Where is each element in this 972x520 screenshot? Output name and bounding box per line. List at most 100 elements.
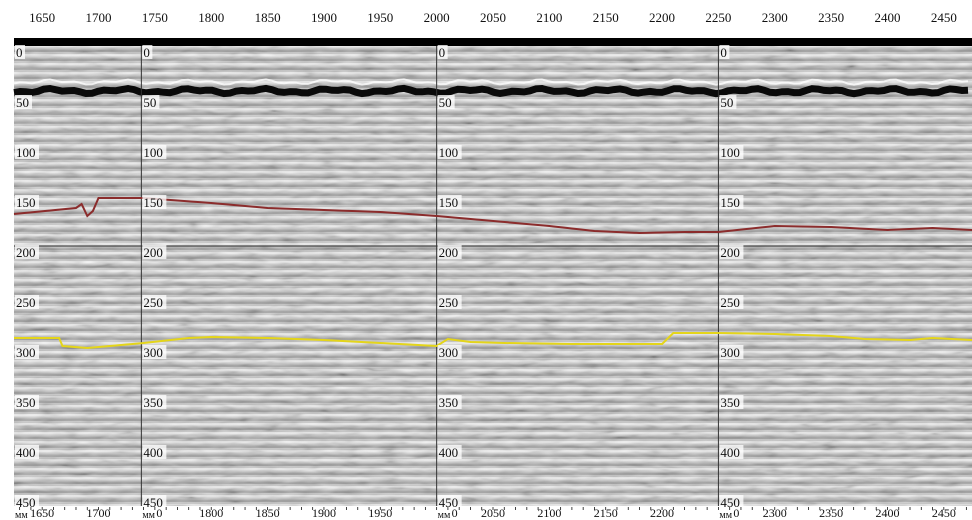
surface-halo [13,78,969,86]
interface-layers [13,197,972,350]
bottom-axis-tick-label: 1800 [199,506,223,520]
depth-label-bg [15,345,39,359]
bottom-unit-label: мм [15,510,28,520]
depth-label-bg [719,95,737,109]
depth-label: 300 [720,345,740,360]
depth-label-bg [437,245,462,259]
depth-label: 100 [143,145,163,160]
depth-label: 150 [143,195,163,210]
depth-label-bg [142,495,167,509]
depth-label: 250 [720,295,740,310]
depth-label: 50 [16,95,29,110]
top-axis-tick-label: 2050 [480,10,506,25]
depth-label-bg [15,445,39,459]
depth-label: 400 [143,445,163,460]
depth-label-bg [437,445,462,459]
bottom-axis-tick-label: 2100 [537,506,561,520]
depth-label: 300 [16,345,36,360]
depth-label: 50 [143,95,156,110]
bottom-axis-tick-label: 1850 [256,506,280,520]
bottom-axis-tick-label: 0 [452,506,458,520]
depth-label: 200 [720,245,740,260]
bottom-axis-tick-label: 0 [156,506,162,520]
top-axis-tick-label: 2450 [931,10,957,25]
depth-label: 50 [439,95,452,110]
depth-label-bg [142,345,167,359]
depth-label-bg [719,495,744,509]
depth-label-bg [142,245,167,259]
depth-label: 0 [720,45,727,60]
depth-label-bg [15,245,39,259]
depth-label: 100 [720,145,740,160]
depth-label: 450 [439,495,459,510]
bottom-axis-tick-label: 2450 [932,506,956,520]
depth-label: 200 [143,245,163,260]
bottom-unit-label: мм [142,510,155,520]
depth-label-bg [142,195,167,209]
depth-label: 250 [16,295,36,310]
radar-texture [14,46,972,506]
depth-label-bg [15,195,39,209]
depth-label-bg [142,45,153,59]
bottom-axis-tick-label: 1650 [30,506,54,520]
bottom-axis-tick-label: 2150 [594,506,618,520]
surface-reflection [13,84,969,98]
depth-label: 150 [439,195,459,210]
depth-label: 400 [16,445,36,460]
depth-label-bg [437,295,462,309]
depth-label: 200 [16,245,36,260]
bottom-axis-tick-label: 2050 [481,506,505,520]
bottom-axis-tick-label: 1950 [368,506,392,520]
depth-label-bg [719,145,744,159]
depth-label: 0 [16,45,23,60]
depth-label-bg [15,295,39,309]
bottom-axis-tick-label: 2300 [763,506,787,520]
depth-label: 450 [16,495,36,510]
depth-label-bg [142,145,167,159]
top-axis-tick-label: 2100 [536,10,562,25]
depth-label: 200 [439,245,459,260]
bottom-unit-label: мм [438,510,451,520]
bottom-axis-tick-label: 1700 [87,506,111,520]
depth-label-bg [15,495,39,509]
depth-label: 150 [720,195,740,210]
depth-label: 100 [439,145,459,160]
depth-label: 0 [143,45,150,60]
brown-interface-line [13,197,972,235]
depth-label: 50 [720,95,733,110]
top-axis-tick-label: 2300 [762,10,788,25]
depth-label: 0 [439,45,446,60]
depth-label-bg [437,495,462,509]
depth-label: 450 [143,495,163,510]
depth-label: 400 [439,445,459,460]
top-axis-tick-label: 1800 [198,10,224,25]
depth-label-bg [719,445,744,459]
bottom-axis-tick-label: 2350 [819,506,843,520]
depth-label-bg [142,395,167,409]
panel-dividers [140,46,719,506]
depth-label: 100 [16,145,36,160]
top-axis-tick-label: 1850 [255,10,281,25]
depth-label: 300 [143,345,163,360]
depth-label-bg [437,95,455,109]
depth-scale-labels: 0 50 100 150 200 250 300 350 400 450 0 50 100 150 200 2… [15,45,744,510]
top-scale-bar [14,38,972,46]
depth-label: 250 [143,295,163,310]
depth-label-bg [15,395,39,409]
depth-label-bg [15,45,25,59]
depth-label: 400 [720,445,740,460]
bottom-axis-tick-label: 0 [733,506,739,520]
depth-label: 350 [143,395,163,410]
depth-label-bg [142,95,160,109]
top-axis-tick-label: 2250 [705,10,731,25]
depth-label: 250 [439,295,459,310]
depth-label-bg [15,95,32,109]
depth-label: 350 [720,395,740,410]
bottom-axis-tick-label: 2400 [875,506,899,520]
top-axis-tick-label: 1750 [142,10,168,25]
depth-label-bg [437,395,462,409]
top-axis-tick-label: 1900 [311,10,337,25]
depth-label: 350 [439,395,459,410]
depth-label-bg [142,295,167,309]
